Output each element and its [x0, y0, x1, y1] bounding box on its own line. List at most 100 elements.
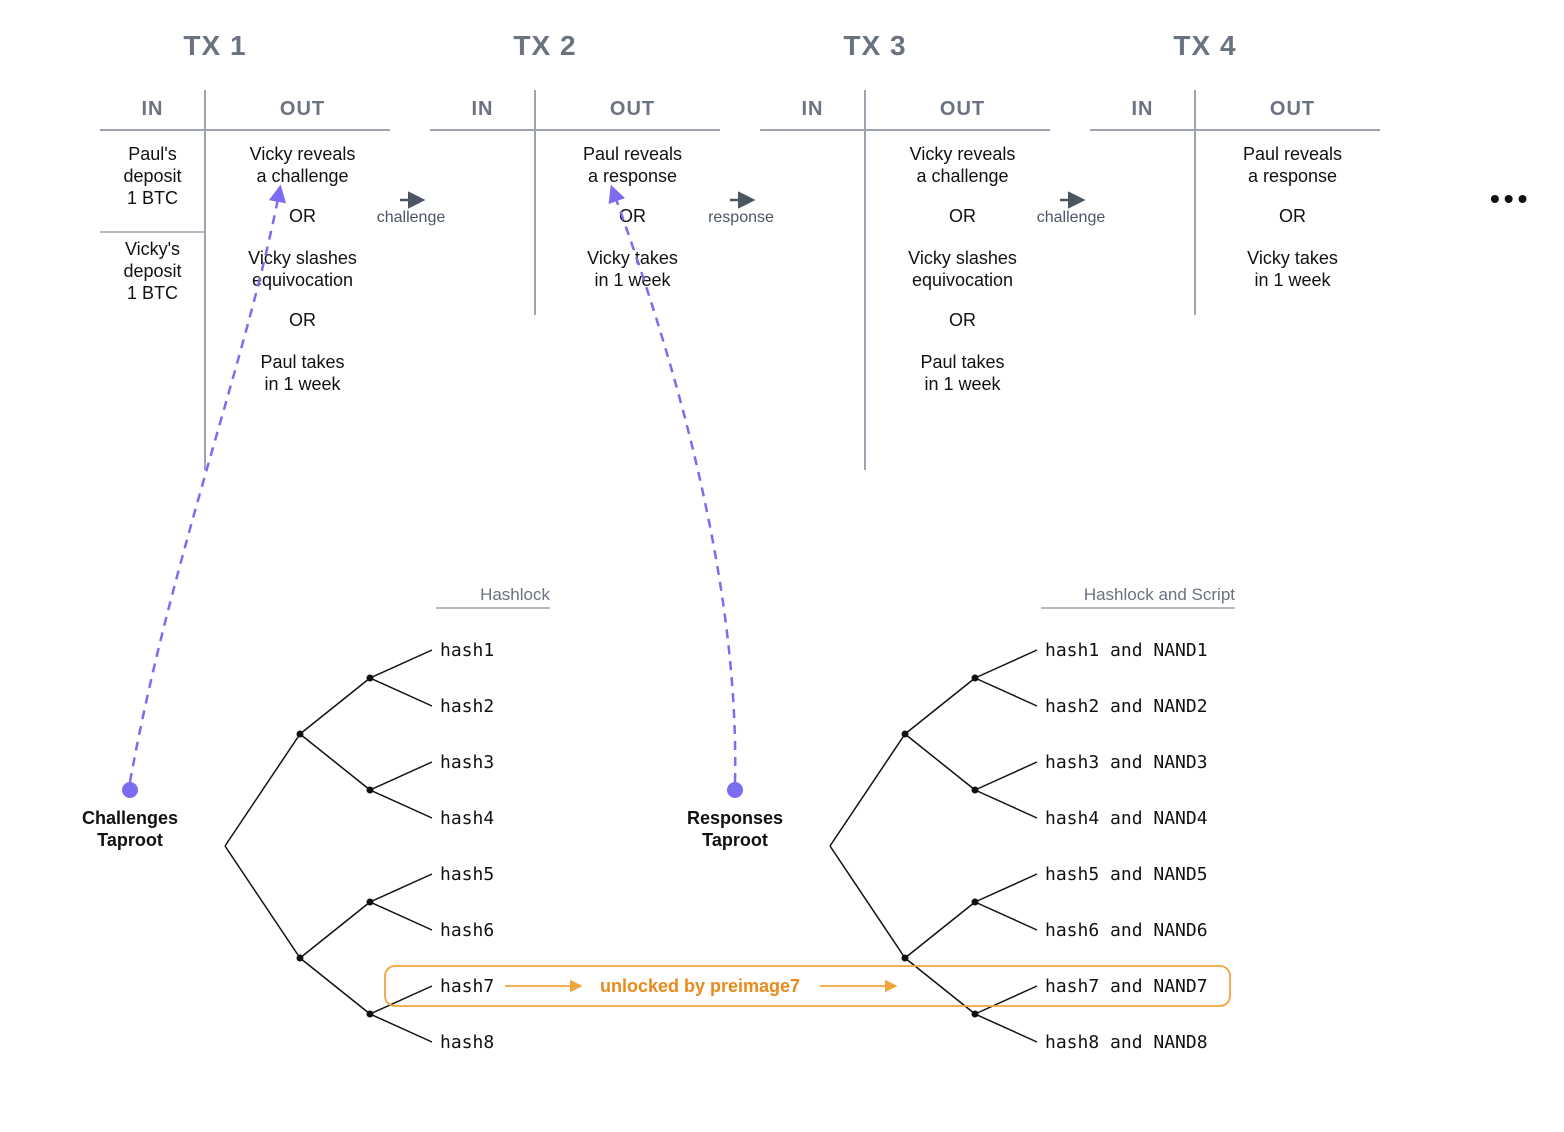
tx4-out-row-1-line-0: Vicky takes: [1247, 248, 1338, 268]
tx1-in-row-1-line-0: Vicky's: [125, 239, 180, 259]
tx1: TX 1INOUTPaul'sdeposit1 BTCVicky'sdeposi…: [100, 30, 390, 470]
responses-tree-leaf-0: hash1 and NAND1: [1045, 640, 1208, 661]
tx4-out-row-0-line-1: a response: [1248, 166, 1337, 186]
tx3-out-row-1-line-0: Vicky slashes: [908, 248, 1017, 268]
tx4-out-row-0-line-0: Paul reveals: [1243, 144, 1342, 164]
challenges-tree: ChallengesTaproot Hashlock hash1 hash2 hash3…: [82, 585, 551, 1053]
responses-tree-edge-pair0-a: [975, 650, 1037, 678]
ellipsis: •••: [1490, 183, 1531, 214]
tx4: TX 4INOUTPaul revealsa responseORVicky t…: [1090, 30, 1380, 315]
challenges-tree-edge-pair2-b: [370, 902, 432, 930]
challenges-tree-leaf-4: hash5: [440, 864, 494, 885]
tx1-out-row-2-line-0: Paul takes: [260, 352, 344, 372]
tx3-out-row-0-line-0: Vicky reveals: [910, 144, 1016, 164]
tx2-out-row-0-line-0: Paul reveals: [583, 144, 682, 164]
tx3-out-row-0-line-1: a challenge: [916, 166, 1008, 186]
responses-tree-edge-pair1-b: [975, 790, 1037, 818]
responses-tree-leaf-1: hash2 and NAND2: [1045, 696, 1208, 717]
responses-tree-edge-pair3-b: [975, 1014, 1037, 1042]
responses-tree-leaf-5: hash6 and NAND6: [1045, 920, 1208, 941]
tx3-out-row-2-line-0: Paul takes: [920, 352, 1004, 372]
tx1-out-header: OUT: [280, 98, 325, 120]
tx3-out-row-1-line-1: equivocation: [912, 270, 1013, 290]
tx1-in-header: IN: [142, 98, 164, 120]
challenges-tree-leaf-3: hash4: [440, 808, 494, 829]
tx1-in-row-0-line-2: 1 BTC: [127, 188, 178, 208]
tx3-title: TX 3: [843, 30, 906, 61]
challenges-tree-edge-pair0-a: [370, 650, 432, 678]
responses-tree-edge-quad1-a: [905, 902, 975, 958]
tx1-or-1: OR: [289, 310, 316, 330]
challenges-tree-edge-pair3-b: [370, 1014, 432, 1042]
responses-tree-edge-pair1-a: [975, 762, 1037, 790]
tx4-out-row-1-line-1: in 1 week: [1254, 270, 1331, 290]
tx1-or-0: OR: [289, 206, 316, 226]
responses-tree-label-1: Responses: [687, 808, 783, 828]
tx2-out-row-1-line-1: in 1 week: [594, 270, 671, 290]
tx1-title: TX 1: [183, 30, 246, 61]
responses-tree-label-2: Taproot: [702, 830, 768, 850]
responses-tree-leaf-6: hash7 and NAND7: [1045, 976, 1208, 997]
tx4-title: TX 4: [1173, 30, 1236, 61]
challenges-tree-edge-quad1-b: [300, 958, 370, 1014]
challenges-tree-edge-root-b: [225, 846, 300, 958]
challenges-tree-edge-quad0-b: [300, 734, 370, 790]
responses-tree-leaf-2: hash3 and NAND3: [1045, 752, 1208, 773]
challenges-tree-label-1: Challenges: [82, 808, 178, 828]
challenges-tree-edge-quad0-a: [300, 678, 370, 734]
responses-tree-leaf-7: hash8 and NAND8: [1045, 1032, 1208, 1053]
tx1-in-row-0-line-0: Paul's: [128, 144, 176, 164]
tx-arrow-label-2: challenge: [1037, 209, 1106, 226]
tx1-in-row-1-line-2: 1 BTC: [127, 283, 178, 303]
tx1-out-row-2-line-1: in 1 week: [264, 374, 341, 394]
tx4-or-0: OR: [1279, 206, 1306, 226]
tx3-or-1: OR: [949, 310, 976, 330]
tx2-out-row-0-line-1: a response: [588, 166, 677, 186]
challenges-tree-edge-pair0-b: [370, 678, 432, 706]
challenges-tree-leaf-5: hash6: [440, 920, 494, 941]
tx1-out-row-1-line-1: equivocation: [252, 270, 353, 290]
tx3-or-0: OR: [949, 206, 976, 226]
responses-tree-edge-root-b: [830, 846, 905, 958]
responses-tree-leaf-3: hash4 and NAND4: [1045, 808, 1208, 829]
challenges-tree-edge-pair1-a: [370, 762, 432, 790]
tx3-in-header: IN: [802, 98, 824, 120]
tx4-out-header: OUT: [1270, 98, 1315, 120]
responses-tree-edge-pair2-a: [975, 874, 1037, 902]
unlock-label: unlocked by preimage7: [600, 976, 800, 996]
challenges-tree-leaf-6: hash7: [440, 976, 494, 997]
tx3-out-header: OUT: [940, 98, 985, 120]
tx1-out-row-0-line-1: a challenge: [256, 166, 348, 186]
diagram-canvas: TX 1INOUTPaul'sdeposit1 BTCVicky'sdeposi…: [0, 0, 1564, 1132]
tx1-in-row-0-line-1: deposit: [123, 166, 181, 186]
challenges-tree-leaf-2: hash3: [440, 752, 494, 773]
responses-tree-edge-root-a: [830, 734, 905, 846]
responses-tree-edge-pair2-b: [975, 902, 1037, 930]
challenges-tree-edge-root-a: [225, 734, 300, 846]
challenges-tree-leaf-0: hash1: [440, 640, 494, 661]
responses-tree-leaf-4: hash5 and NAND5: [1045, 864, 1208, 885]
tx-arrow-label-1: response: [708, 209, 774, 226]
tx2: TX 2INOUTPaul revealsa responseORVicky t…: [430, 30, 720, 315]
challenges-tree-edge-pair1-b: [370, 790, 432, 818]
challenges-tree-edge-pair3-a: [370, 986, 432, 1014]
tx2-in-header: IN: [472, 98, 494, 120]
responses-tree-header: Hashlock and Script: [1084, 585, 1235, 604]
tx1-out-row-0-line-0: Vicky reveals: [250, 144, 356, 164]
responses-tree-edge-pair3-a: [975, 986, 1037, 1014]
responses-tree-edge-quad0-b: [905, 734, 975, 790]
tx2-out-header: OUT: [610, 98, 655, 120]
tx2-title: TX 2: [513, 30, 576, 61]
challenges-tree-label-2: Taproot: [97, 830, 163, 850]
tx3: TX 3 IN OUT Vicky revealsa challenge OR Vicky…: [760, 30, 1050, 470]
challenges-tree-leaf-7: hash8: [440, 1032, 494, 1053]
tx1-in-row-1-line-1: deposit: [123, 261, 181, 281]
tx-arrow-label-0: challenge: [377, 209, 446, 226]
challenges-tree-header: Hashlock: [480, 585, 550, 604]
challenges-tree-leaf-1: hash2: [440, 696, 494, 717]
challenges-taproot-dot: [122, 782, 138, 798]
responses-tree-edge-quad0-a: [905, 678, 975, 734]
tx3-out-row-2-line-1: in 1 week: [924, 374, 1001, 394]
challenges-tree-edge-pair2-a: [370, 874, 432, 902]
responses-taproot-dot: [727, 782, 743, 798]
